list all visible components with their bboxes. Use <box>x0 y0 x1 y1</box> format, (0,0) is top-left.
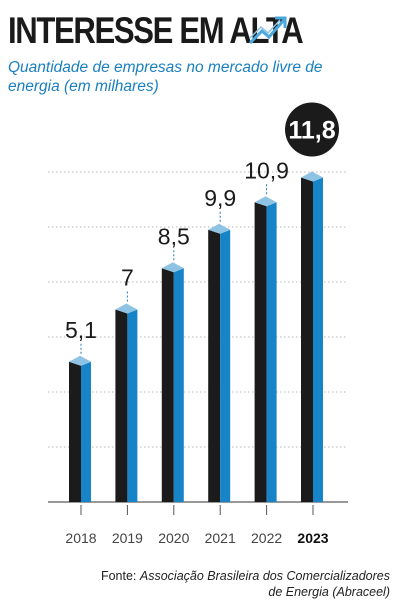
chart-subtitle: Quantidade de empresas no mercado livre … <box>8 59 323 95</box>
x-tick-label-2022: 2022 <box>251 530 282 546</box>
bar-top-2022 <box>254 196 277 207</box>
source-text: Associação Brasileira dos Comercializado… <box>139 569 390 599</box>
bar-side-2021 <box>220 229 231 502</box>
x-tick-label-2021: 2021 <box>205 530 236 546</box>
bar-2022 <box>254 202 267 502</box>
chart-title: INTERESSE EM ALTA <box>8 10 304 51</box>
bar-2018 <box>69 361 81 502</box>
value-label-2020: 8,5 <box>158 223 190 249</box>
bar-side-2022 <box>266 202 277 502</box>
bar-2023 <box>301 177 313 502</box>
bar-side-2019 <box>127 309 138 502</box>
value-label-2019: 7 <box>121 265 134 291</box>
highlight-circle <box>285 102 339 157</box>
value-label-2018: 5,1 <box>65 317 97 343</box>
source-note: Fonte: Associação Brasileira dos Comerci… <box>90 568 390 600</box>
value-label-2022: 10,9 <box>244 157 289 183</box>
bar-side-2018 <box>81 361 91 502</box>
source-label: Fonte: <box>100 569 137 583</box>
bar-2019 <box>115 309 128 502</box>
value-label-2021: 9,9 <box>204 185 236 211</box>
value-label-2023: 11,8 <box>288 117 335 145</box>
bar-top-2023 <box>301 171 323 182</box>
x-tick-label-2018: 2018 <box>65 530 96 546</box>
arrow-trending-up-icon <box>248 16 287 45</box>
bar-top-2019 <box>115 303 138 314</box>
x-tick-label-2020: 2020 <box>158 530 189 546</box>
bar-top-2020 <box>161 262 184 273</box>
bar-2020 <box>161 268 174 502</box>
bar-2021 <box>208 229 221 502</box>
bar-side-2020 <box>173 268 184 502</box>
bar-side-2023 <box>313 177 323 502</box>
bar-top-2018 <box>69 355 91 366</box>
bar-top-2021 <box>208 223 231 234</box>
x-tick-label-2019: 2019 <box>112 530 143 546</box>
x-tick-label-2023: 2023 <box>297 530 328 546</box>
